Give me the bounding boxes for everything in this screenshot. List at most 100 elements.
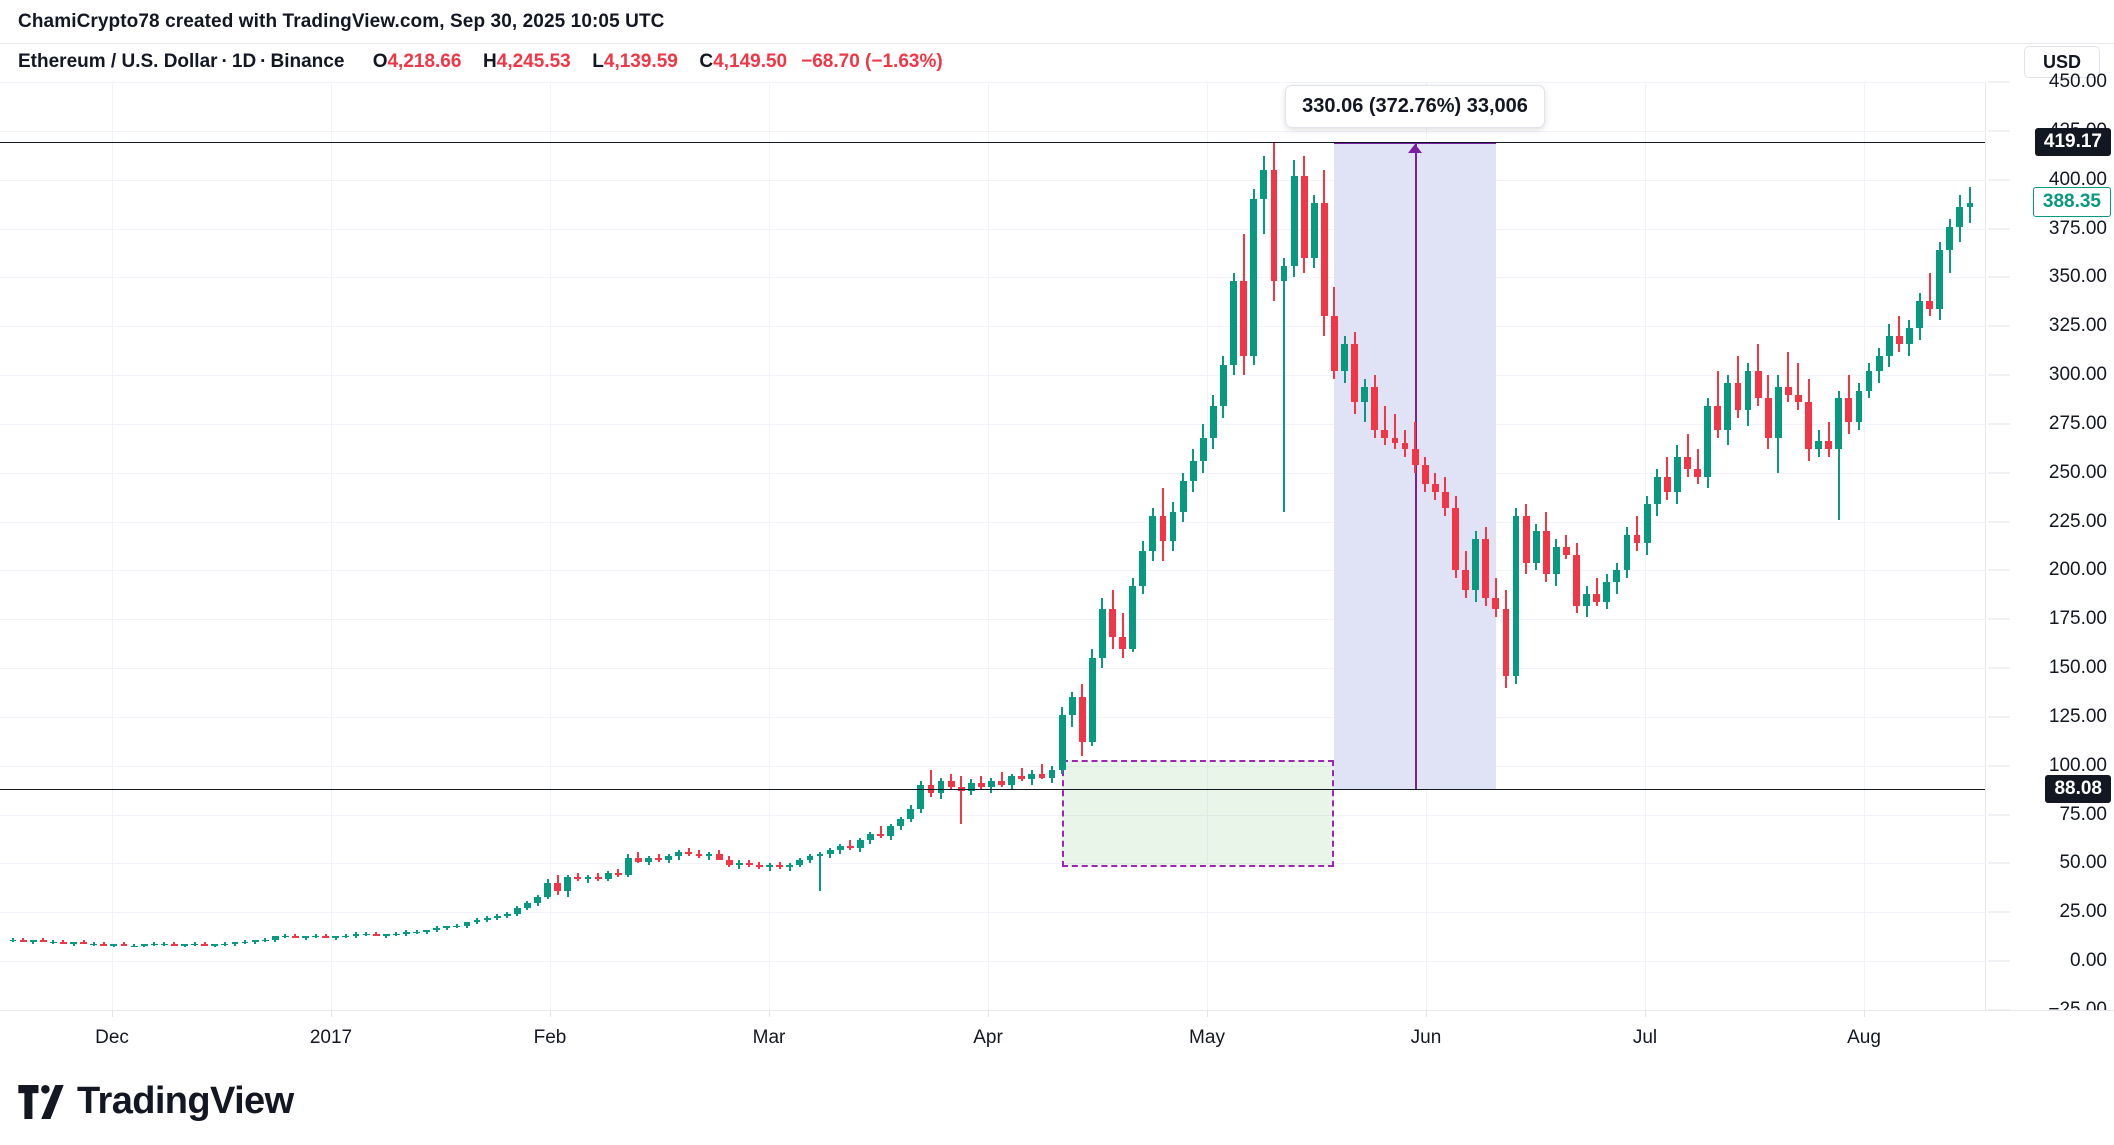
time-tick-label: 2017 <box>309 1027 353 1048</box>
candlestick <box>211 82 219 1010</box>
candlestick <box>1563 82 1570 1010</box>
candle-body <box>645 857 652 862</box>
symbol-title[interactable]: Ethereum / U.S. Dollar <box>18 51 218 72</box>
gridline <box>0 423 1985 425</box>
candlestick <box>70 82 77 1010</box>
candlestick <box>1441 82 1449 1010</box>
candle-body <box>1623 535 1631 571</box>
candlestick <box>241 82 249 1010</box>
tradingview-wordmark: TradingView <box>77 1080 294 1122</box>
candle-body <box>937 781 945 794</box>
tradingview-logo[interactable]: TradingView <box>18 1080 294 1123</box>
candlestick <box>29 82 37 1010</box>
candle-body <box>463 922 471 926</box>
candle-body <box>1260 169 1268 200</box>
support-price-label[interactable]: 88.08 <box>2045 775 2111 804</box>
candlestick <box>271 82 279 1010</box>
candlestick <box>392 82 400 1010</box>
gridline <box>0 472 1985 474</box>
exchange-label[interactable]: Binance <box>270 51 345 72</box>
candle-body <box>544 883 552 897</box>
candlestick <box>988 82 995 1010</box>
price-scale[interactable]: 450.00425.00400.00375.00350.00325.00300.… <box>1985 71 2114 1020</box>
price-tick-mark <box>1988 81 2010 83</box>
resistance-price-label[interactable]: 419.17 <box>2034 128 2111 157</box>
candle-wick <box>768 863 771 872</box>
candlestick <box>624 82 632 1010</box>
gridline <box>0 619 1985 621</box>
candlestick <box>513 82 521 1010</box>
candle-body <box>1956 207 1964 227</box>
candle-body <box>483 918 491 921</box>
candlestick <box>382 82 390 1010</box>
candlestick <box>1058 82 1066 1010</box>
candlestick <box>1452 82 1459 1010</box>
candle-body <box>1341 343 1348 372</box>
candle-wick <box>849 840 852 850</box>
candlestick <box>1199 82 1207 1010</box>
candle-body <box>1926 300 1934 309</box>
candlestick <box>846 82 854 1010</box>
candle-body <box>352 933 360 936</box>
candlestick <box>1653 82 1661 1010</box>
candlestick <box>231 82 239 1010</box>
candle-body <box>1351 343 1359 403</box>
candle-wick <box>1636 515 1639 551</box>
time-tick-label: Apr <box>973 1027 1003 1048</box>
candlestick <box>160 82 168 1010</box>
candle-body <box>1673 457 1681 493</box>
candlestick <box>1744 82 1752 1010</box>
candle-body <box>564 877 572 891</box>
candlestick <box>1189 82 1197 1010</box>
candle-wick <box>1827 421 1830 458</box>
price-tick-mark <box>1988 130 2010 132</box>
legend-separator-2: · <box>260 51 267 72</box>
price-level-line[interactable] <box>0 789 1985 791</box>
candle-body <box>241 941 249 944</box>
candle-wick <box>1393 414 1396 450</box>
close-value: 4,149.50 <box>713 51 788 72</box>
time-tick-mark <box>769 1011 770 1017</box>
gridline <box>0 765 1985 767</box>
measurement-vertical-line <box>1415 142 1418 790</box>
price-tick-mark <box>1988 472 2010 474</box>
candle-body <box>1119 636 1127 649</box>
time-scale[interactable]: Dec 2017 Feb Mar Apr May Jun Jul Aug <box>0 1010 2114 1060</box>
currency-badge[interactable]: USD <box>2024 46 2100 78</box>
candlestick <box>1805 82 1812 1010</box>
gridline <box>0 521 1985 523</box>
measurement-arrow-icon <box>1408 144 1423 154</box>
candlestick <box>1331 82 1338 1010</box>
candlestick <box>1502 82 1510 1010</box>
candlestick <box>1472 82 1480 1010</box>
chart-plot-area[interactable] <box>0 82 1985 1010</box>
candle-wick <box>960 775 963 825</box>
candle-wick <box>1000 771 1003 788</box>
candle-body <box>1784 386 1792 395</box>
candle-wick <box>1414 421 1417 473</box>
candle-body <box>856 840 864 848</box>
candle-body <box>1320 203 1328 317</box>
accumulation-zone-rectangle[interactable] <box>1062 759 1335 868</box>
price-level-line[interactable] <box>0 142 1985 144</box>
candlestick <box>493 82 501 1010</box>
candle-wick <box>112 943 115 948</box>
candle-body <box>1270 169 1278 282</box>
candle-wick <box>1787 351 1790 403</box>
price-tick-mark <box>1988 228 2010 230</box>
price-tick-label: 375.00 <box>2048 217 2107 239</box>
interval-label[interactable]: 1D <box>231 51 257 72</box>
candle-body <box>1653 476 1661 504</box>
candle-wick <box>1686 433 1689 477</box>
price-tick-mark <box>1988 569 2010 571</box>
candlestick <box>1885 82 1893 1010</box>
candle-wick <box>1040 763 1043 780</box>
last-price-label[interactable]: 388.35 <box>2032 187 2111 218</box>
price-tick-label: 275.00 <box>2048 412 2107 434</box>
candlestick <box>967 82 975 1010</box>
candle-body <box>1129 586 1137 649</box>
candlestick <box>1220 82 1227 1010</box>
candle-body <box>60 941 67 944</box>
candle-body <box>1038 773 1046 778</box>
candle-body <box>1109 609 1116 637</box>
